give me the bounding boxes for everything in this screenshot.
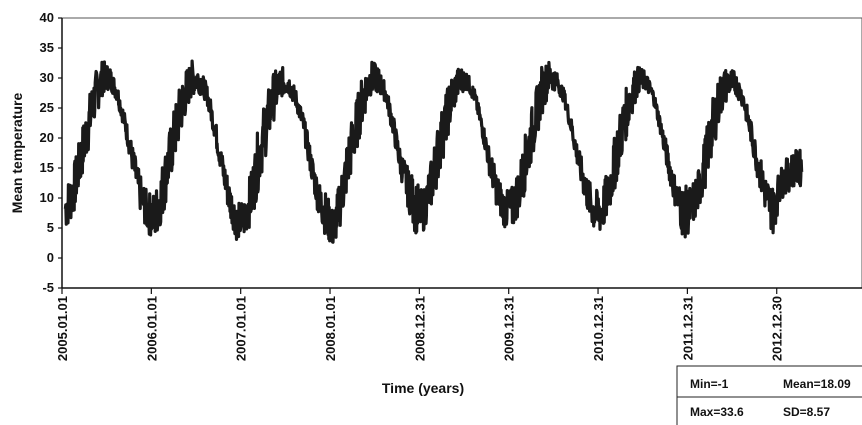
series-layer — [63, 59, 804, 244]
x-axis-ticks: 2005.01.01 2006.01.01 2007.01.01 2008.01.01… — [55, 288, 785, 361]
y-tick-label: -5 — [42, 280, 54, 295]
stats-min: Min=-1 — [690, 377, 729, 391]
x-tick-label: 2005.01.01 — [55, 296, 70, 361]
y-tick-label: 20 — [40, 130, 54, 145]
y-tick-label: 10 — [40, 190, 54, 205]
y-tick-label: 15 — [40, 160, 54, 175]
y-tick-label: 35 — [40, 40, 54, 55]
y-tick-label: 0 — [47, 250, 54, 265]
x-tick-label: 2008.01.01 — [323, 296, 338, 361]
stats-box: Min=-1 Mean=18.09 Max=33.6 SD=8.57 — [676, 365, 862, 425]
x-tick-label: 2007.01.01 — [234, 296, 249, 361]
y-axis-ticks: -5 0 5 10 15 20 25 30 35 40 — [40, 10, 62, 295]
y-tick-label: 30 — [40, 70, 54, 85]
stats-max: Max=33.6 — [690, 405, 744, 419]
x-tick-label: 2010.12.31 — [591, 296, 606, 361]
y-tick-label: 25 — [40, 100, 54, 115]
x-tick-label: 2011.12.31 — [680, 296, 695, 360]
y-tick-label: 40 — [40, 10, 54, 25]
x-axis-title: Time (years) — [382, 380, 464, 396]
stats-box-frame — [676, 365, 862, 425]
plot-area — [61, 17, 862, 289]
y-axis-title: Mean temperature — [9, 92, 25, 213]
stats-mean: Mean=18.09 — [783, 377, 851, 391]
x-tick-label: 2009.12.31 — [502, 296, 517, 361]
stats-sd: SD=8.57 — [783, 405, 830, 419]
x-tick-label: 2012.12.30 — [770, 296, 785, 361]
series-line — [63, 59, 804, 244]
plot-frame — [61, 17, 862, 289]
x-tick-label: 2008.12.31 — [412, 296, 427, 361]
x-tick-label: 2006.01.01 — [144, 296, 159, 361]
y-tick-label: 5 — [47, 220, 54, 235]
